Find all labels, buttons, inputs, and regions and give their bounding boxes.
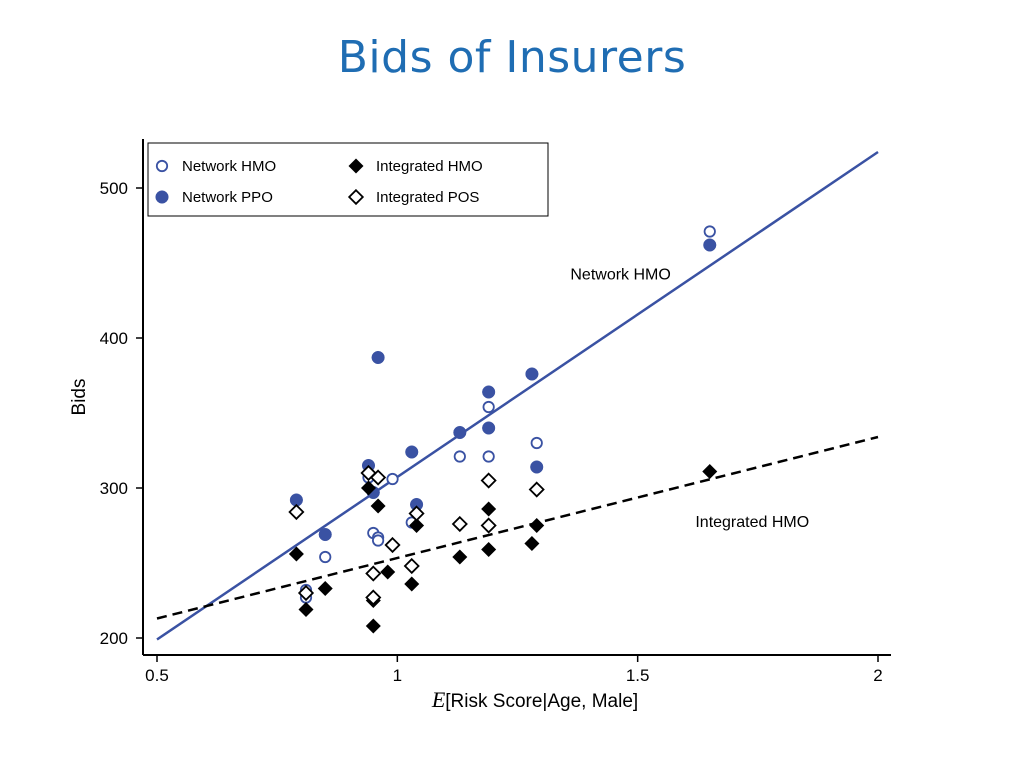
legend-label-integrated-pos: Integrated POS xyxy=(376,189,479,206)
point-network-ppo xyxy=(482,385,496,399)
axes xyxy=(142,139,891,656)
point-integrated-hmo xyxy=(404,576,420,592)
point-network-ppo xyxy=(405,445,419,459)
point-integrated-pos xyxy=(384,536,401,554)
point-integrated-pos xyxy=(480,472,497,489)
point-integrated-pos xyxy=(288,503,305,521)
point-network-hmo xyxy=(530,436,543,450)
x-ticks: 0.5 1 1.5 2 xyxy=(145,655,883,685)
point-integrated-hmo xyxy=(360,480,376,496)
point-integrated-hmo xyxy=(317,581,333,596)
legend-label-network-ppo: Network PPO xyxy=(182,189,273,206)
point-integrated-hmo xyxy=(452,549,468,565)
point-integrated-hmo xyxy=(524,536,540,551)
y-tick-label: 500 xyxy=(100,179,128,198)
point-network-ppo xyxy=(371,350,385,365)
legend-label-network-hmo: Network HMO xyxy=(182,158,276,175)
point-integrated-hmo xyxy=(365,618,381,634)
point-integrated-hmo xyxy=(702,464,718,479)
slide-title: Bids of Insurers xyxy=(337,32,687,83)
legend-marker-network-ppo xyxy=(155,190,169,204)
y-tick-label: 400 xyxy=(100,329,128,348)
point-network-ppo xyxy=(530,460,544,474)
point-integrated-pos xyxy=(370,469,387,486)
point-network-ppo xyxy=(453,425,467,440)
annotation-label: Integrated HMO xyxy=(695,514,809,531)
point-integrated-hmo xyxy=(298,602,314,617)
data-points xyxy=(288,225,718,634)
point-integrated-pos xyxy=(365,589,382,606)
legend-marker-network-hmo xyxy=(155,159,169,173)
x-axis-title-rest: [Risk Score|Age, Male] xyxy=(445,691,638,712)
y-tick-label: 300 xyxy=(100,479,128,498)
point-integrated-hmo xyxy=(409,518,425,533)
point-integrated-hmo xyxy=(529,518,545,533)
point-network-hmo xyxy=(482,400,495,414)
point-network-hmo xyxy=(703,225,716,238)
point-integrated-pos xyxy=(297,584,315,602)
point-network-ppo xyxy=(525,367,539,381)
legend: Network HMO Network PPO Integrated HMO Inte… xyxy=(147,142,549,217)
point-integrated-pos xyxy=(480,517,497,534)
point-integrated-pos xyxy=(528,481,545,498)
point-integrated-hmo xyxy=(370,498,386,514)
x-tick-label: 2 xyxy=(873,666,882,685)
point-network-ppo xyxy=(318,527,332,542)
x-tick-label: 1 xyxy=(393,666,402,685)
point-network-hmo xyxy=(482,450,495,463)
point-integrated-hmo xyxy=(380,564,396,580)
point-integrated-pos xyxy=(408,505,425,522)
point-network-hmo xyxy=(386,472,399,486)
legend-marker-integrated-hmo xyxy=(348,158,364,174)
point-integrated-pos xyxy=(365,565,382,582)
point-network-hmo xyxy=(453,450,466,463)
point-integrated-pos xyxy=(451,515,468,533)
y-axis-title: Bids xyxy=(69,379,90,416)
legend-marker-integrated-pos xyxy=(347,188,365,206)
annotation-label: Network HMO xyxy=(570,267,670,284)
x-tick-label: 1.5 xyxy=(626,666,650,685)
fit-line-integrated-hmo xyxy=(156,435,879,620)
point-network-hmo xyxy=(319,550,332,564)
y-ticks: 200 300 400 500 xyxy=(100,179,143,648)
point-integrated-hmo xyxy=(481,501,497,517)
point-integrated-hmo xyxy=(288,546,304,562)
fit-line-annotations: Network HMO Integrated HMO xyxy=(570,267,809,532)
fit-lines xyxy=(156,150,879,641)
point-integrated-hmo xyxy=(481,542,497,557)
legend-label-integrated-hmo: Integrated HMO xyxy=(376,158,483,175)
legend-box xyxy=(147,142,549,217)
x-axis-title-prefix: E xyxy=(431,687,446,712)
point-network-ppo xyxy=(703,238,717,252)
fit-line-network-hmo xyxy=(156,150,879,641)
point-network-ppo xyxy=(482,421,496,435)
point-network-hmo xyxy=(372,534,385,547)
point-integrated-pos xyxy=(403,557,420,575)
x-axis-title: E[Risk Score|Age, Male] xyxy=(431,687,638,712)
x-tick-label: 0.5 xyxy=(145,666,169,685)
y-tick-label: 200 xyxy=(100,629,128,648)
